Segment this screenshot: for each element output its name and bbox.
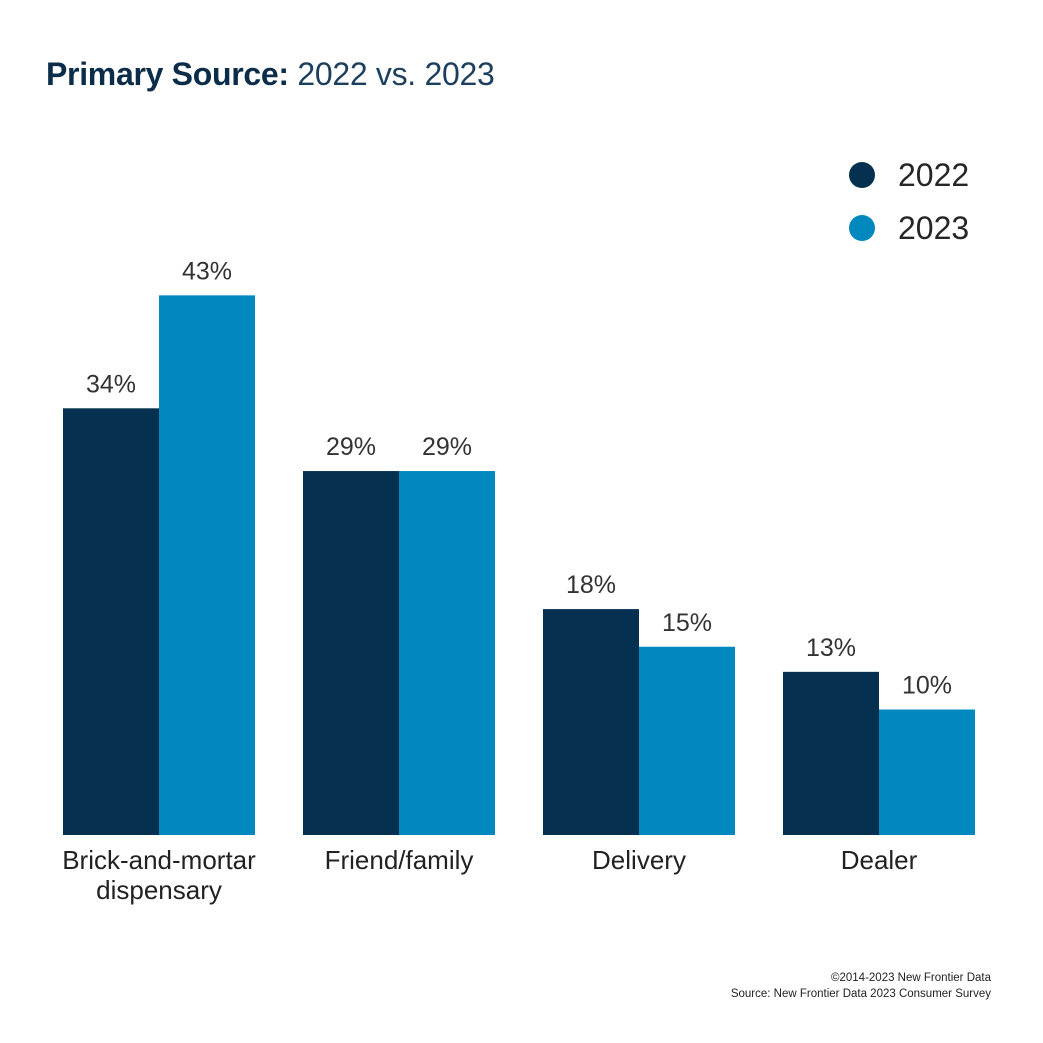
data-label-2022-2: 18% [566,571,616,599]
legend-item-2022: 2022 [849,157,969,193]
legend-item-2023: 2023 [849,210,969,246]
data-label-2022-3: 13% [806,634,856,662]
legend-swatch-2023 [849,215,875,241]
legend-label-2022: 2022 [898,156,970,193]
chart-title: Primary Source: 2022 vs. 2023 [46,56,495,93]
chart-title-bold: Primary Source: [46,56,289,92]
data-label-2023-1: 29% [422,433,472,461]
copyright-note: ©2014-2023 New Frontier Data [831,972,991,984]
category-label-line: Delivery [592,845,686,875]
bar-2023-0 [159,295,255,836]
source-note: Source: New Frontier Data 2023 Consumer … [730,988,991,1000]
data-label-2023-0: 43% [182,257,232,285]
chart-title-subtitle: 2022 vs. 2023 [297,56,495,92]
bar-2022-0 [63,408,159,835]
category-label-1: Friend/family [325,845,474,875]
data-label-2023-2: 15% [662,609,712,637]
category-label-line: Brick-and-mortar [62,845,256,875]
bar-2022-2 [543,609,639,835]
bar-2023-1 [399,471,495,835]
category-label-line: Dealer [841,845,918,875]
bar-2023-2 [639,646,735,835]
data-label-2022-0: 34% [86,370,136,398]
category-label-2: Delivery [592,845,686,875]
category-label-line: Friend/family [325,845,474,875]
bar-2022-3 [783,671,879,835]
bar-2022-1 [303,471,399,835]
category-label-0: Brick-and-mortar dispensary [62,845,256,905]
category-label-3: Dealer [841,845,918,875]
legend-swatch-2022 [849,162,875,188]
category-label-line: dispensary [96,875,222,905]
legend-label-2023: 2023 [898,209,970,246]
bar-2023-3 [879,709,975,835]
data-label-2023-3: 10% [902,672,952,700]
data-label-2022-1: 29% [326,433,376,461]
chart-footer: ©2014-2023 New Frontier Data Source: New… [731,970,991,1002]
